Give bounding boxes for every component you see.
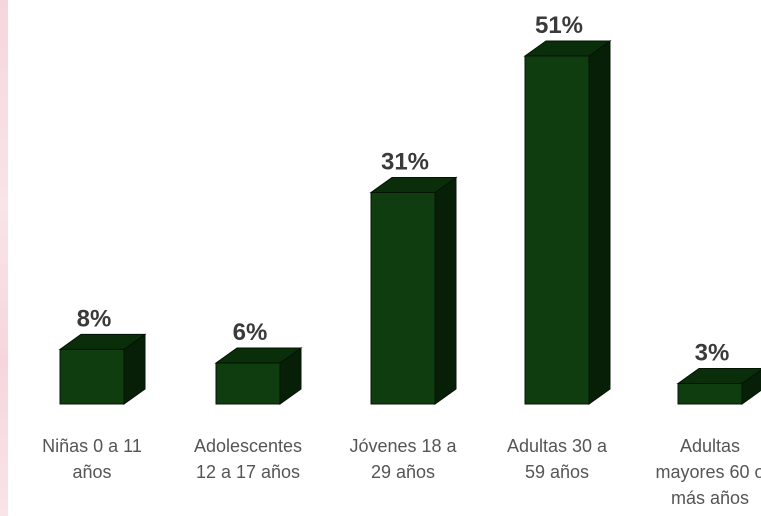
- category-label-line: mayores 60 o: [655, 462, 761, 482]
- bar-side: [588, 40, 611, 405]
- bar-front: [59, 348, 125, 405]
- bar-front: [215, 362, 281, 405]
- category-label-line: 12 a 17 años: [196, 462, 300, 482]
- bar: [523, 40, 612, 405]
- category-label: Adolescentes 12 a 17 años: [194, 436, 302, 482]
- bar-front: [524, 55, 590, 405]
- bar-side: [434, 176, 457, 405]
- category-labels-layer: Niñas 0 a 11 años Adolescentes 12 a 17 años…: [42, 436, 761, 508]
- data-label: 8%: [77, 305, 112, 332]
- data-label: 6%: [233, 319, 268, 346]
- category-label: Adultas 30 a 59 años: [507, 436, 608, 482]
- bar: [676, 368, 761, 405]
- category-label-line: Niñas 0 a 11: [42, 436, 142, 456]
- bar-front: [370, 191, 436, 405]
- category-label-line: 29 años: [371, 462, 435, 482]
- category-label: Jóvenes 18 a 29 años: [349, 436, 457, 482]
- watermark-strip: [0, 0, 8, 516]
- data-label: 3%: [695, 340, 730, 367]
- category-label: Niñas 0 a 11 años: [42, 436, 142, 482]
- value-labels-layer: 8% 6% 31% 51% 3%: [77, 12, 730, 367]
- category-label-line: Adultas: [680, 436, 740, 456]
- bar-front: [677, 383, 743, 405]
- category-label-line: 59 años: [525, 462, 589, 482]
- data-label: 31%: [381, 148, 429, 175]
- category-label-line: años: [72, 462, 111, 482]
- bar: [214, 347, 303, 405]
- category-label-line: más años: [671, 488, 749, 508]
- bar: [58, 333, 147, 405]
- category-label-line: Jóvenes 18 a: [349, 436, 457, 456]
- category-label-line: Adolescentes: [194, 436, 302, 456]
- data-label: 51%: [535, 12, 583, 39]
- bar: [369, 176, 458, 405]
- category-label: Adultas mayores 60 o más años: [655, 436, 761, 508]
- bars-layer: [58, 40, 761, 405]
- category-label-line: Adultas 30 a: [507, 436, 608, 456]
